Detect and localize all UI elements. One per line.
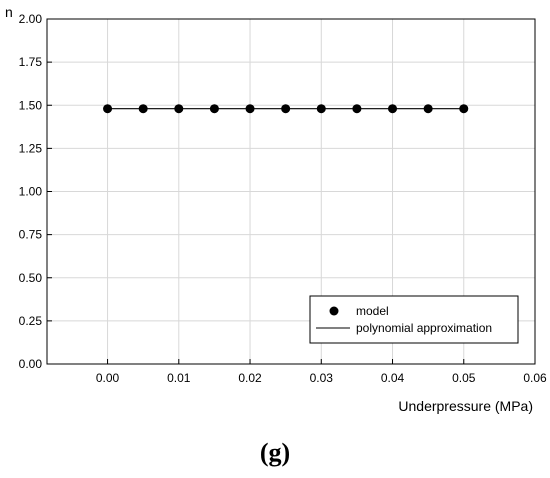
legend-label-polynomial: polynomial approximation — [356, 321, 492, 335]
x-tick-label: 0.05 — [452, 371, 476, 385]
x-axis-label: Underpressure (MPa) — [398, 398, 533, 414]
axis-ticks: 0.00 0.01 0.02 0.03 0.04 0.05 0.06 0.00 0.25 0.50… — [19, 12, 547, 385]
legend-box — [309, 295, 519, 344]
x-tick-label: 0.03 — [310, 371, 334, 385]
legend: model polynomial approximation — [309, 295, 519, 344]
grid — [47, 18, 536, 365]
data-point-model — [245, 104, 255, 114]
data-point-model — [174, 104, 184, 114]
data-point-model — [459, 104, 469, 114]
data-point-model — [423, 104, 433, 114]
panel-label: (g) — [259, 438, 291, 467]
y-tick-label: 2.00 — [19, 12, 43, 26]
x-tick-label: 0.00 — [96, 371, 120, 385]
x-tick-label: 0.02 — [238, 371, 262, 385]
legend-marker-model — [329, 306, 339, 316]
data-point-model — [281, 104, 291, 114]
data-point-model — [352, 104, 362, 114]
legend-label-model: model — [356, 304, 389, 318]
data-point-model — [138, 104, 148, 114]
y-tick-label: 0.75 — [19, 228, 43, 242]
x-tick-label: 0.06 — [523, 371, 547, 385]
x-tick-label: 0.04 — [381, 371, 405, 385]
y-tick-label: 0.50 — [19, 271, 43, 285]
y-tick-label: 0.00 — [19, 357, 43, 371]
y-tick-label: 1.00 — [19, 185, 43, 199]
y-axis-label: n — [5, 4, 13, 20]
x-tick-label: 0.01 — [167, 371, 191, 385]
y-tick-label: 1.50 — [19, 98, 43, 112]
y-tick-label: 0.25 — [19, 314, 43, 328]
data-point-model — [209, 104, 219, 114]
data-point-model — [388, 104, 398, 114]
series — [103, 104, 469, 114]
data-point-model — [316, 104, 326, 114]
data-point-model — [103, 104, 113, 114]
y-tick-label: 1.25 — [19, 141, 43, 155]
y-tick-label: 1.75 — [19, 55, 43, 69]
